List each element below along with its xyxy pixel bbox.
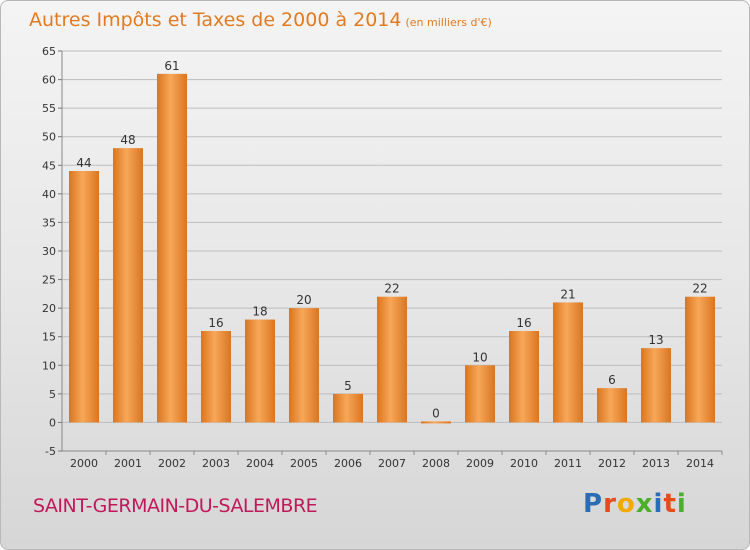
data-label-2002: 61 bbox=[164, 59, 179, 73]
logo-letter: r bbox=[603, 489, 617, 519]
logo-letter: i bbox=[653, 489, 664, 519]
y-tick-label: 65 bbox=[42, 45, 56, 58]
data-label-2010: 16 bbox=[516, 316, 531, 330]
logo-letter: t bbox=[663, 489, 677, 519]
y-tick-label: 10 bbox=[42, 359, 56, 372]
x-tick-label: 2013 bbox=[642, 457, 670, 470]
data-label-2009: 10 bbox=[472, 350, 487, 364]
y-tick-label: 60 bbox=[42, 74, 56, 87]
data-label-2012: 6 bbox=[608, 373, 616, 387]
data-label-2004: 18 bbox=[252, 305, 267, 319]
logo-letter: i bbox=[676, 489, 687, 519]
y-tick-label: 40 bbox=[42, 188, 56, 201]
data-label-2008: 0 bbox=[432, 406, 440, 420]
y-tick-label: 15 bbox=[42, 331, 56, 344]
x-tick-label: 2010 bbox=[510, 457, 538, 470]
x-tick-label: 2014 bbox=[686, 457, 714, 470]
x-tick-label: 2005 bbox=[290, 457, 318, 470]
x-tick-label: 2011 bbox=[554, 457, 582, 470]
y-tick-label: -5 bbox=[45, 445, 56, 458]
bar-2002 bbox=[157, 73, 187, 423]
logo-letter: x bbox=[635, 489, 654, 519]
data-label-2001: 48 bbox=[120, 133, 135, 147]
x-tick-label: 2008 bbox=[422, 457, 450, 470]
bar-2013 bbox=[641, 348, 671, 423]
data-label-2007: 22 bbox=[384, 282, 399, 296]
y-tick-label: 5 bbox=[49, 388, 56, 401]
bar-2011 bbox=[553, 302, 583, 423]
x-tick-label: 2000 bbox=[70, 457, 98, 470]
x-tick-label: 2004 bbox=[246, 457, 274, 470]
y-tick-label: 25 bbox=[42, 274, 56, 287]
proxiti-logo: Proxiti bbox=[583, 489, 687, 519]
data-label-2006: 5 bbox=[344, 379, 352, 393]
x-tick-label: 2009 bbox=[466, 457, 494, 470]
bar-2000 bbox=[69, 171, 99, 423]
data-label-2013: 13 bbox=[648, 333, 663, 347]
x-tick-label: 2007 bbox=[378, 457, 406, 470]
bar-2005 bbox=[289, 308, 319, 423]
x-axis: 2000 2001 2002 2003 2004 2005 2006 2007 2008 2009… bbox=[70, 451, 723, 470]
x-tick-label: 2002 bbox=[158, 457, 186, 470]
x-tick-label: 2006 bbox=[334, 457, 362, 470]
logo-letter: o bbox=[616, 489, 636, 519]
logo-letter: P bbox=[583, 489, 604, 519]
y-tick-label: 55 bbox=[42, 102, 56, 115]
y-tick-label: 20 bbox=[42, 302, 56, 315]
bar-2007 bbox=[377, 296, 407, 423]
bar-2001 bbox=[113, 148, 143, 423]
x-tick-label: 2003 bbox=[202, 457, 230, 470]
bar-2004 bbox=[245, 319, 275, 423]
data-label-2000: 44 bbox=[76, 156, 91, 170]
data-label-2011: 21 bbox=[560, 287, 575, 301]
bar-2014 bbox=[685, 296, 715, 423]
chart-title-text: Autres Impôts et Taxes de 2000 à 2014 bbox=[29, 9, 402, 31]
chart-unit: (en milliers d'€) bbox=[405, 16, 492, 29]
x-tick-label: 2012 bbox=[598, 457, 626, 470]
bars bbox=[69, 73, 715, 424]
commune-name: SAINT-GERMAIN-DU-SALEMBRE bbox=[33, 495, 318, 517]
y-tick-label: 0 bbox=[49, 416, 56, 429]
chart-title: Autres Impôts et Taxes de 2000 à 2014 (en… bbox=[29, 9, 492, 31]
bar-2010 bbox=[509, 331, 539, 423]
x-tick-label: 2001 bbox=[114, 457, 142, 470]
data-label-2005: 20 bbox=[296, 293, 311, 307]
y-tick-label: 35 bbox=[42, 216, 56, 229]
data-label-2014: 22 bbox=[692, 282, 707, 296]
y-tick-label: 50 bbox=[42, 131, 56, 144]
y-tick-label: 30 bbox=[42, 245, 56, 258]
bar-2003 bbox=[201, 331, 231, 423]
data-label-2003: 16 bbox=[208, 316, 223, 330]
bar-2006 bbox=[333, 393, 363, 423]
bar-2008 bbox=[421, 421, 451, 424]
y-tick-label: 45 bbox=[42, 159, 56, 172]
bar-2009 bbox=[465, 365, 495, 423]
bar-2012 bbox=[597, 388, 627, 423]
data-labels: 44 48 61 16 18 20 5 22 0 10 16 21 6 13 22 bbox=[76, 59, 707, 421]
